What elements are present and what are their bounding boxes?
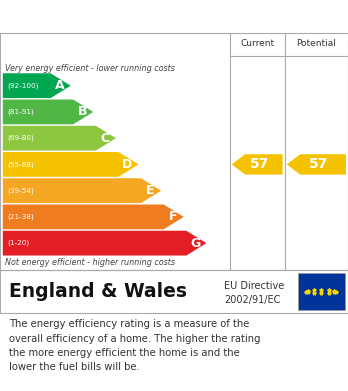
Text: E: E (146, 184, 155, 197)
Polygon shape (287, 154, 346, 175)
Polygon shape (3, 73, 71, 98)
Polygon shape (3, 100, 93, 124)
Text: (69-80): (69-80) (7, 135, 34, 142)
Text: C: C (100, 132, 109, 145)
Text: EU Directive: EU Directive (224, 282, 285, 291)
Text: F: F (168, 210, 177, 223)
Text: Potential: Potential (296, 39, 336, 48)
Text: (81-91): (81-91) (7, 109, 34, 115)
Polygon shape (232, 154, 283, 175)
Text: England & Wales: England & Wales (9, 282, 187, 301)
Polygon shape (3, 231, 206, 256)
Polygon shape (3, 152, 139, 177)
Polygon shape (3, 126, 116, 151)
Text: 57: 57 (309, 158, 328, 171)
Text: Very energy efficient - lower running costs: Very energy efficient - lower running co… (5, 64, 175, 73)
Text: (39-54): (39-54) (7, 187, 34, 194)
Text: Current: Current (240, 39, 274, 48)
Text: (21-38): (21-38) (7, 213, 34, 220)
FancyBboxPatch shape (298, 273, 345, 310)
Text: 2002/91/EC: 2002/91/EC (224, 295, 281, 305)
Text: Energy Efficiency Rating: Energy Efficiency Rating (9, 9, 230, 24)
Text: Not energy efficient - higher running costs: Not energy efficient - higher running co… (5, 258, 175, 267)
Text: G: G (190, 237, 200, 249)
Text: A: A (55, 79, 64, 92)
Polygon shape (3, 204, 184, 229)
Text: D: D (122, 158, 133, 171)
Text: (55-68): (55-68) (7, 161, 34, 168)
Polygon shape (3, 178, 161, 203)
Text: The energy efficiency rating is a measure of the
overall efficiency of a home. T: The energy efficiency rating is a measur… (9, 319, 260, 373)
Text: (1-20): (1-20) (7, 240, 29, 246)
Text: (92-100): (92-100) (7, 83, 38, 89)
Text: 57: 57 (250, 158, 269, 171)
Text: B: B (78, 106, 87, 118)
